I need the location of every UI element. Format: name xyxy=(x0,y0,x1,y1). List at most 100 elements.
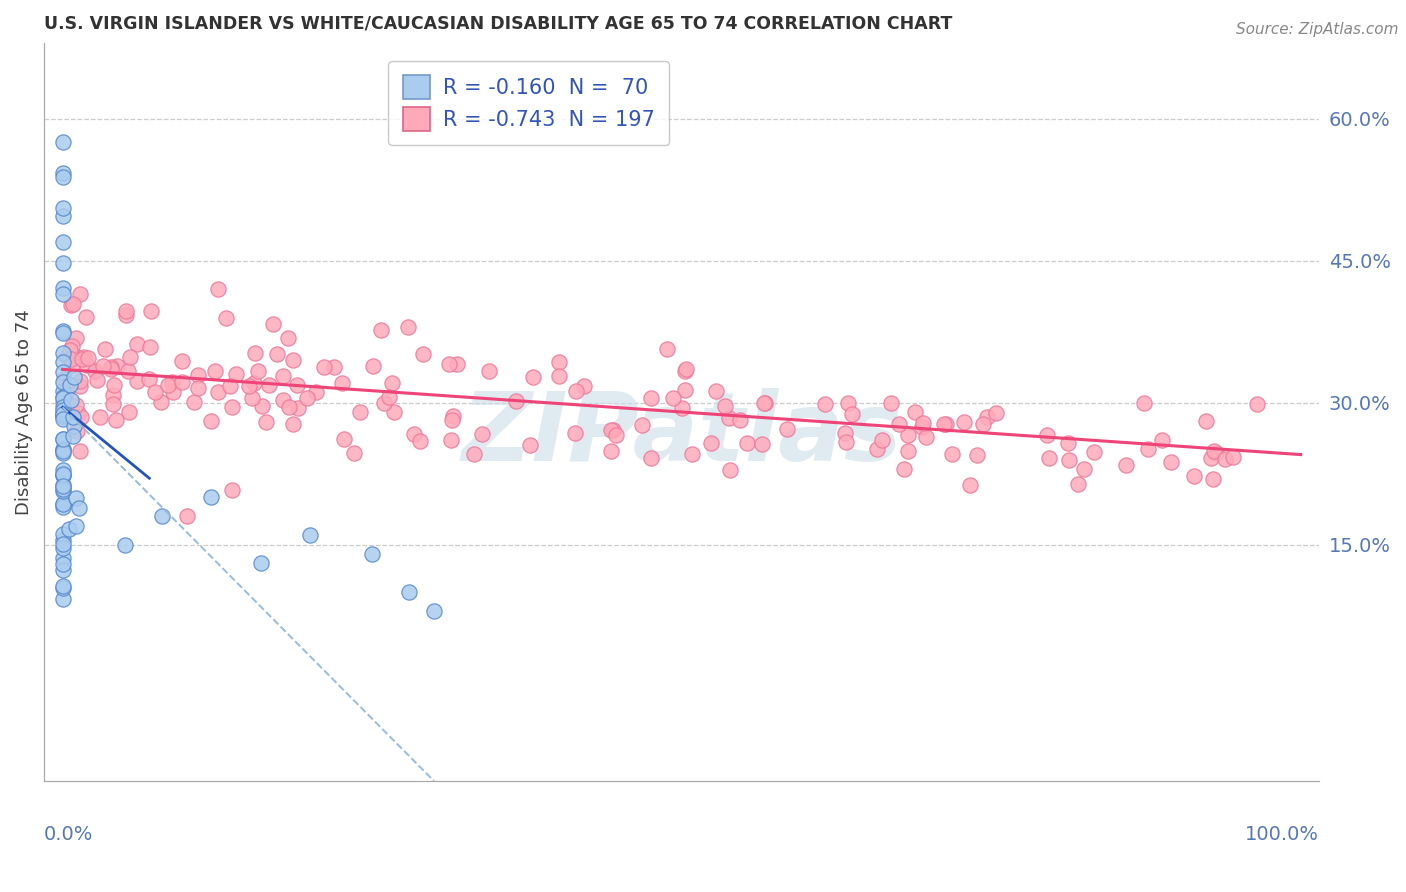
Point xyxy=(52,394,75,409)
Point xyxy=(52,468,75,483)
Point xyxy=(675,361,697,376)
Point xyxy=(273,392,295,407)
Point xyxy=(117,405,139,419)
Point xyxy=(52,443,75,458)
Point xyxy=(671,401,693,416)
Point xyxy=(522,370,544,384)
Point xyxy=(1194,414,1216,428)
Point xyxy=(952,416,974,430)
Point xyxy=(972,417,994,432)
Point xyxy=(915,430,938,444)
Point xyxy=(76,358,98,372)
Point xyxy=(1160,455,1182,469)
Point xyxy=(446,357,468,371)
Point xyxy=(242,376,264,390)
Point xyxy=(505,393,527,408)
Point xyxy=(52,409,75,423)
Point xyxy=(249,557,271,571)
Point xyxy=(52,444,75,458)
Point xyxy=(207,282,229,296)
Point xyxy=(519,438,541,452)
Point xyxy=(754,395,776,409)
Point xyxy=(70,351,93,366)
Point xyxy=(959,478,981,492)
Point xyxy=(60,339,83,353)
Point xyxy=(52,479,75,493)
Point xyxy=(1067,477,1090,491)
Point xyxy=(893,462,915,476)
Point xyxy=(86,373,108,387)
Point xyxy=(1035,427,1057,442)
Point xyxy=(277,331,299,345)
Point xyxy=(471,426,494,441)
Point xyxy=(218,378,240,392)
Point xyxy=(101,388,124,402)
Point xyxy=(984,406,1007,420)
Point xyxy=(565,384,588,398)
Point xyxy=(640,451,662,466)
Point xyxy=(52,281,75,295)
Point xyxy=(52,497,75,511)
Point xyxy=(125,337,148,351)
Point xyxy=(713,399,735,413)
Point xyxy=(254,415,277,429)
Point xyxy=(143,385,166,400)
Point xyxy=(101,397,124,411)
Point xyxy=(889,417,911,431)
Point xyxy=(69,378,91,392)
Point xyxy=(941,446,963,460)
Point xyxy=(52,366,75,380)
Point xyxy=(866,442,889,456)
Point xyxy=(834,425,856,440)
Legend: R = -0.160  N =  70, R = -0.743  N = 197: R = -0.160 N = 70, R = -0.743 N = 197 xyxy=(388,61,669,145)
Point xyxy=(60,358,83,372)
Text: U.S. VIRGIN ISLANDER VS WHITE/CAUCASIAN DISABILITY AGE 65 TO 74 CORRELATION CHAR: U.S. VIRGIN ISLANDER VS WHITE/CAUCASIAN … xyxy=(44,15,952,33)
Point xyxy=(1057,435,1080,450)
Point xyxy=(52,235,75,250)
Point xyxy=(1199,451,1222,466)
Point xyxy=(247,364,270,378)
Point xyxy=(200,490,222,504)
Point xyxy=(1213,452,1236,467)
Point xyxy=(160,376,183,390)
Point xyxy=(75,310,97,324)
Point xyxy=(149,395,172,409)
Point xyxy=(934,417,956,432)
Text: 100.0%: 100.0% xyxy=(1246,825,1319,845)
Point xyxy=(58,522,80,536)
Point xyxy=(673,383,696,397)
Point xyxy=(52,468,75,483)
Point xyxy=(897,444,920,458)
Point xyxy=(52,579,75,593)
Point xyxy=(547,369,569,384)
Point xyxy=(204,364,226,378)
Y-axis label: Disability Age 65 to 74: Disability Age 65 to 74 xyxy=(15,310,32,515)
Point xyxy=(55,386,77,401)
Point xyxy=(412,347,434,361)
Point xyxy=(59,343,82,358)
Point xyxy=(1136,442,1159,457)
Point xyxy=(52,166,75,180)
Point xyxy=(314,360,336,375)
Point xyxy=(640,391,662,405)
Point xyxy=(409,434,432,448)
Point xyxy=(187,381,209,395)
Point xyxy=(52,354,75,368)
Point xyxy=(94,342,117,356)
Point xyxy=(105,359,128,373)
Point xyxy=(215,311,238,326)
Point xyxy=(172,375,194,389)
Point xyxy=(330,376,353,391)
Point xyxy=(1204,444,1226,458)
Point xyxy=(704,384,727,399)
Point xyxy=(115,304,138,318)
Point xyxy=(52,384,75,399)
Point xyxy=(114,537,136,551)
Point xyxy=(281,352,304,367)
Point xyxy=(139,340,162,354)
Point xyxy=(125,374,148,388)
Point xyxy=(751,437,773,451)
Point xyxy=(396,319,419,334)
Point xyxy=(278,400,301,414)
Point xyxy=(76,351,98,365)
